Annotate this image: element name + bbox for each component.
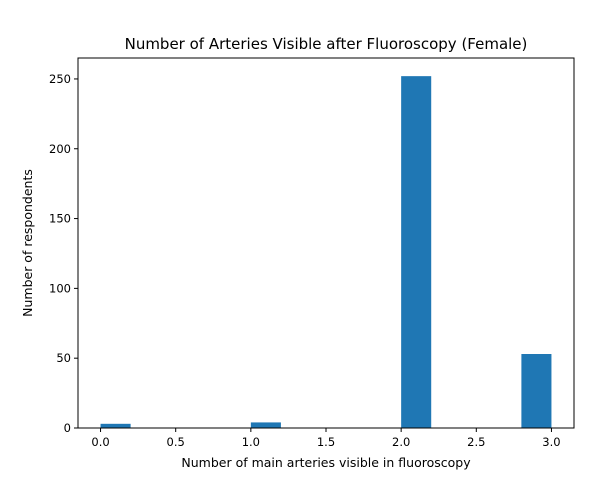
chart-title: Number of Arteries Visible after Fluoros… bbox=[125, 35, 528, 53]
histogram-bar bbox=[521, 354, 552, 428]
histogram-bar bbox=[100, 423, 131, 428]
x-tick-label: 0.5 bbox=[167, 435, 185, 449]
x-tick-label: 3.0 bbox=[542, 435, 560, 449]
y-axis-label: Number of respondents bbox=[20, 169, 35, 317]
bars-layer bbox=[100, 76, 552, 429]
y-tick-label: 100 bbox=[49, 281, 71, 295]
x-tick-label: 1.5 bbox=[317, 435, 335, 449]
y-tick-label: 200 bbox=[49, 142, 71, 156]
x-tick-label: 1.0 bbox=[242, 435, 260, 449]
x-axis-label: Number of main arteries visible in fluor… bbox=[181, 455, 471, 470]
axes-layer: 0.0 0.5 1.0 1.5 2.0 2.5 3.0 0 50 100 150 200 250 bbox=[49, 57, 575, 449]
x-tick-label: 0.0 bbox=[91, 435, 109, 449]
histogram-bar bbox=[401, 76, 432, 429]
y-tick-label: 50 bbox=[56, 351, 71, 365]
y-tick-label: 250 bbox=[49, 72, 71, 86]
histogram-bar bbox=[250, 422, 281, 428]
x-tick-label: 2.0 bbox=[392, 435, 410, 449]
plot-frame bbox=[77, 57, 575, 429]
x-tick-label: 2.5 bbox=[467, 435, 485, 449]
y-tick-label: 0 bbox=[64, 421, 71, 435]
y-tick-label: 150 bbox=[49, 212, 71, 226]
